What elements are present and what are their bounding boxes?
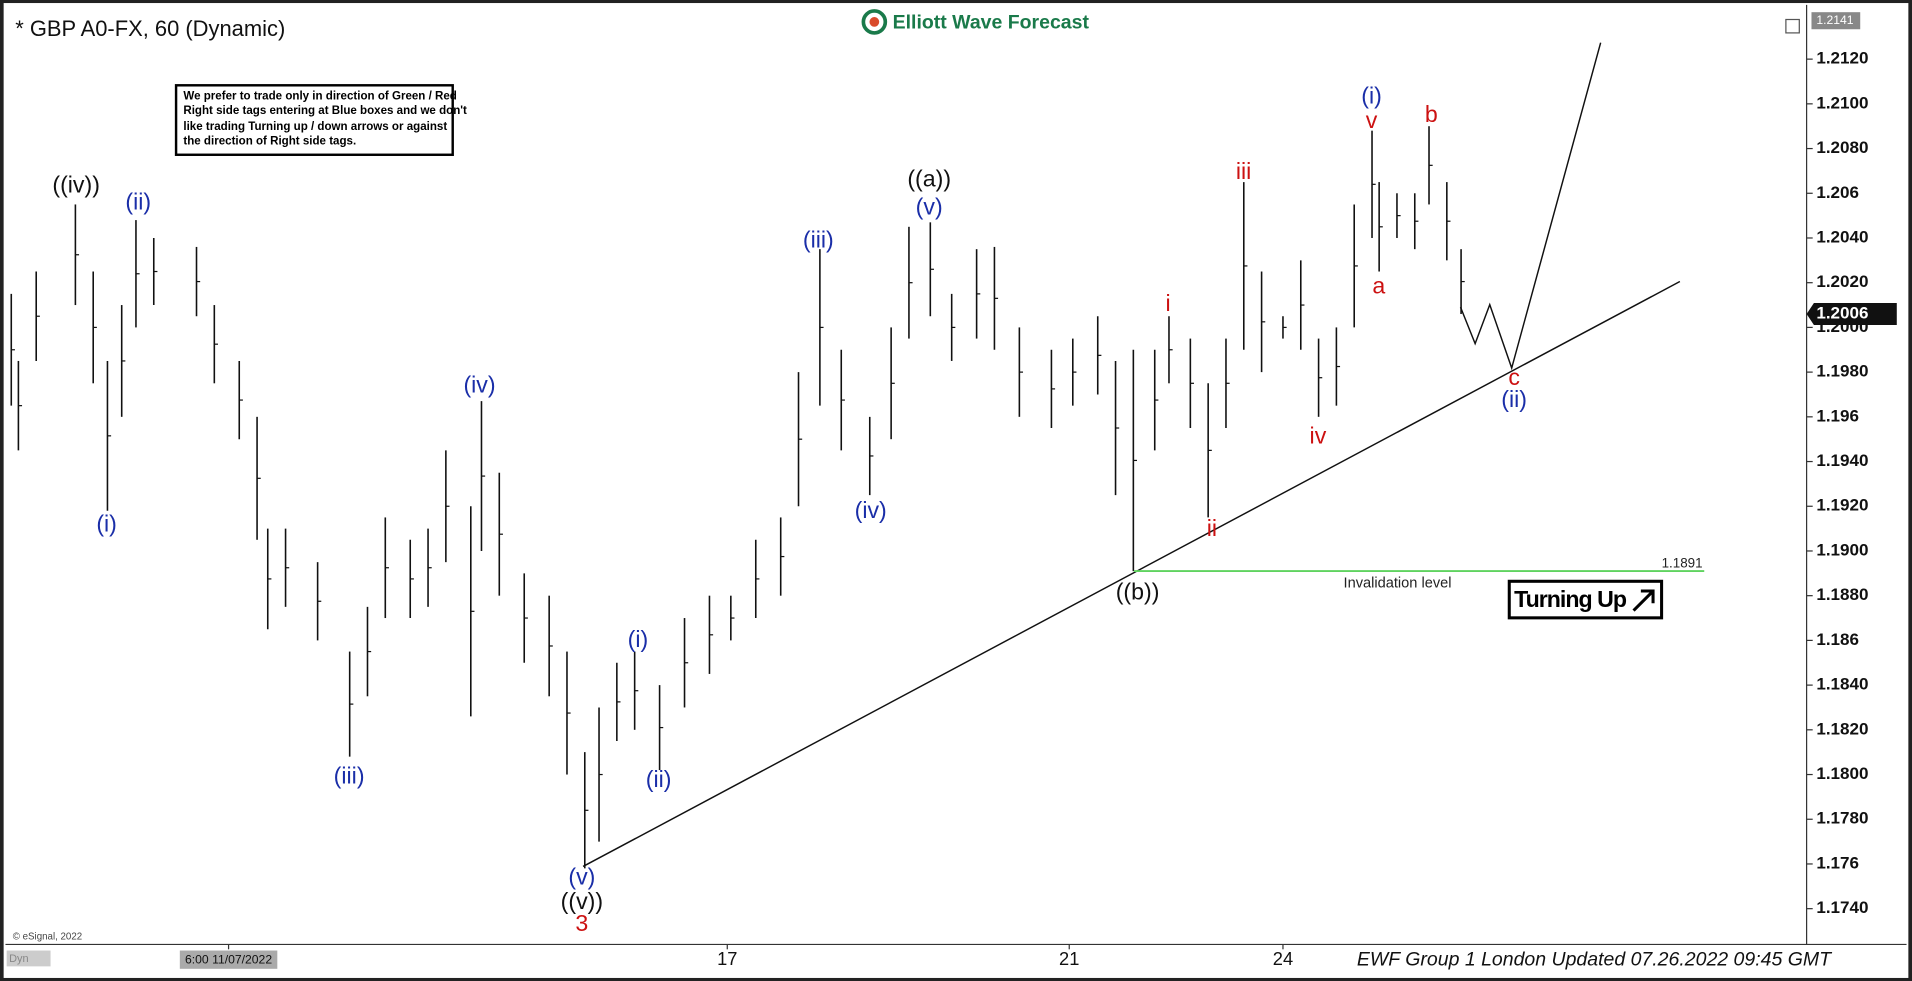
wave-label: iii — [1236, 158, 1251, 184]
wave-label: ((v)) — [561, 888, 603, 914]
logo-icon-dot — [869, 17, 880, 27]
y-tick-label: 1.196 — [1816, 406, 1859, 425]
x-tick-label: 21 — [1059, 948, 1079, 969]
trend-line — [582, 280, 1681, 868]
y-top-label: 1.2141 — [1816, 13, 1853, 27]
y-tick-label: 1.1800 — [1816, 764, 1868, 783]
y-tick-label: 1.1840 — [1816, 675, 1868, 694]
x-tick-label: 6:00 11/07/2022 — [185, 953, 272, 967]
wave-label: (iv) — [463, 371, 495, 397]
wave-label: (iv) — [855, 497, 887, 523]
logo-text: Elliott Wave Forecast — [893, 11, 1090, 33]
y-tick-label: 1.1940 — [1816, 451, 1868, 470]
y-tick-label: 1.186 — [1816, 630, 1859, 649]
y-tick-label: 1.2120 — [1816, 49, 1868, 68]
y-tick-label: 1.1900 — [1816, 540, 1868, 559]
wave-label: (v) — [916, 193, 943, 219]
copyright: © eSignal, 2022 — [13, 932, 82, 943]
signal-box — [1507, 579, 1664, 620]
invalidation-label: Invalidation level — [1344, 576, 1452, 592]
wave-label: i — [1165, 290, 1170, 316]
signal-text: Turning Up — [1514, 586, 1627, 612]
y-tick-label: 1.2080 — [1816, 138, 1868, 157]
corner-label: Dyn — [9, 953, 28, 965]
wave-label: 3 — [575, 910, 588, 936]
wave-label: ((iv)) — [52, 172, 100, 198]
wave-label: iv — [1310, 423, 1327, 449]
footer: EWF Group 1 London Updated 07.26.2022 09… — [1357, 948, 1833, 970]
note-line: the direction of Right side tags. — [183, 135, 356, 147]
y-tick-label: 1.1980 — [1816, 362, 1868, 381]
corner-box — [6, 950, 51, 967]
wave-label: (ii) — [1501, 386, 1527, 412]
note-box — [174, 84, 454, 156]
x-tick-label: 24 — [1273, 948, 1293, 969]
invalidation-value: 1.1891 — [1662, 555, 1703, 570]
wave-label: ((b)) — [1116, 579, 1160, 605]
wave-label: (ii) — [646, 766, 672, 792]
signal-arrow — [1632, 589, 1655, 612]
logo: Elliott Wave Forecast — [861, 9, 1090, 35]
y-tick-label: 1.2020 — [1816, 272, 1868, 291]
wave-label: (i) — [96, 510, 117, 536]
wave-label: c — [1508, 364, 1520, 390]
x-tick-label: 17 — [717, 948, 737, 969]
wave-label: (v) — [568, 864, 595, 890]
y-tick-label: 1.1880 — [1816, 585, 1868, 604]
chart-title: * GBP A0-FX, 60 (Dynamic) — [15, 16, 285, 41]
note-line: Right side tags entering at Blue boxes a… — [183, 105, 467, 117]
x-tick-box — [179, 950, 278, 969]
y-tick-label: 1.1780 — [1816, 809, 1868, 828]
y-tick-label: 1.2100 — [1816, 93, 1868, 112]
y-top-box — [1811, 12, 1861, 30]
wave-label: v — [1366, 107, 1378, 133]
last-price-tag — [1806, 303, 1897, 325]
wave-label: a — [1372, 273, 1385, 299]
last-price-label: 1.2006 — [1816, 303, 1868, 322]
wave-label: b — [1425, 101, 1438, 127]
note-line: We prefer to trade only in direction of … — [183, 90, 456, 102]
y-tick-label: 1.206 — [1816, 183, 1859, 202]
y-tick-label: 1.1740 — [1816, 898, 1868, 917]
y-tick-label: 1.2040 — [1816, 227, 1868, 246]
wave-label: (iii) — [334, 763, 365, 789]
wave-label: ((a)) — [907, 165, 951, 191]
y-tick-label: 1.176 — [1816, 853, 1859, 872]
projection-path — [1459, 42, 1602, 371]
wave-label: (ii) — [125, 189, 151, 215]
window-icon[interactable] — [1785, 18, 1800, 34]
wave-label: (i) — [1361, 83, 1382, 109]
logo-icon — [861, 9, 888, 35]
y-tick-label: 1.1820 — [1816, 719, 1868, 738]
wave-label: (i) — [628, 626, 649, 652]
y-tick-label: 1.1920 — [1816, 496, 1868, 515]
wave-label: (iii) — [803, 226, 834, 252]
wave-label: ii — [1207, 515, 1217, 541]
note-line: like trading Turning up / down arrows or… — [183, 121, 447, 133]
